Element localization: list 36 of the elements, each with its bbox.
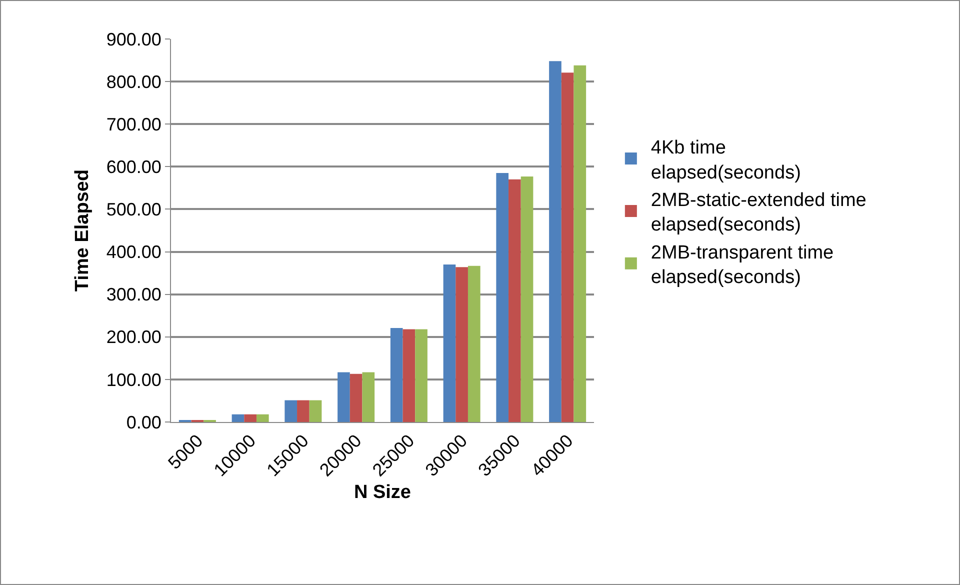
legend-label: 4Kb time elapsed(seconds) <box>650 138 801 184</box>
bar <box>390 328 403 422</box>
bar <box>443 264 456 422</box>
y-tick-label: 400.00 <box>106 242 162 262</box>
bar <box>297 400 310 422</box>
bar <box>362 372 375 422</box>
bar <box>496 173 509 422</box>
bar <box>256 414 269 422</box>
y-axis-title: Time Elapsed <box>72 169 94 292</box>
y-tick-label: 600.00 <box>106 156 162 177</box>
bar <box>561 72 574 422</box>
bar <box>508 179 521 422</box>
bar <box>402 329 416 422</box>
y-tick-label: 0.00 <box>126 412 162 432</box>
legend-label: 2MB-static-extended time elapsed(seconds) <box>650 190 866 236</box>
x-axis-title: N Size <box>354 482 412 504</box>
bar <box>456 267 468 422</box>
bar <box>284 400 298 422</box>
bar <box>549 61 562 422</box>
bar <box>309 400 322 422</box>
legend-label: 2MB-transparent time elapsed(seconds) <box>650 242 834 288</box>
y-tick-label: 300.00 <box>106 284 162 305</box>
y-tick-label: 500.00 <box>106 200 162 220</box>
y-tick-label: 900.00 <box>106 29 162 50</box>
bar <box>350 374 362 422</box>
y-tick-label: 100.00 <box>106 370 162 390</box>
bar <box>574 65 586 422</box>
bar <box>520 176 534 422</box>
y-tick-label: 800.00 <box>106 72 162 92</box>
bar <box>468 266 480 422</box>
y-tick-label: 200.00 <box>106 327 162 348</box>
bar <box>232 414 244 422</box>
bar <box>244 414 256 422</box>
bar <box>415 329 428 422</box>
y-tick-label: 700.00 <box>106 114 162 134</box>
bar <box>338 372 350 422</box>
